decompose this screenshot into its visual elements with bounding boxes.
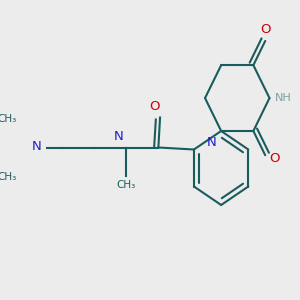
Text: O: O — [149, 100, 159, 112]
Text: CH₃: CH₃ — [0, 113, 17, 124]
Text: CH₃: CH₃ — [116, 179, 136, 190]
Text: O: O — [269, 152, 280, 165]
Text: NH: NH — [274, 93, 291, 103]
Text: N: N — [207, 136, 217, 149]
Text: O: O — [260, 23, 271, 36]
Text: N: N — [32, 140, 41, 153]
Text: CH₃: CH₃ — [0, 172, 17, 182]
Text: N: N — [114, 130, 124, 143]
